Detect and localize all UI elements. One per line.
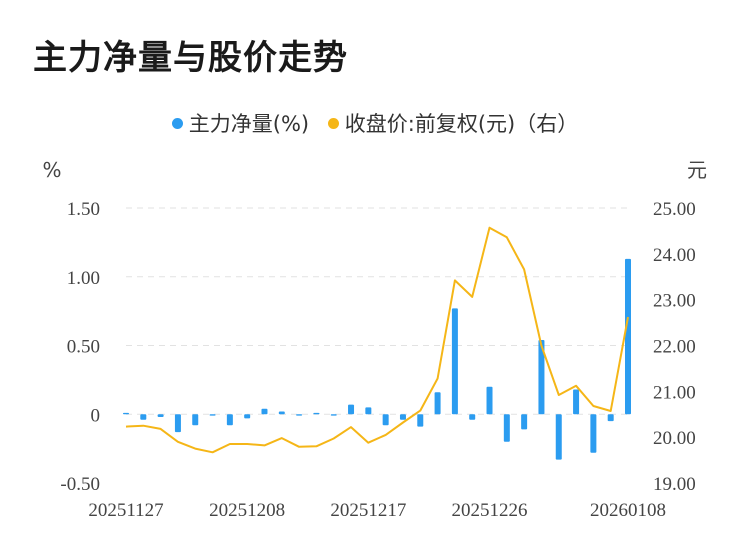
right-axis-unit: 元 (687, 158, 707, 182)
net-volume-bar (469, 414, 476, 420)
net-volume-bar (625, 258, 631, 415)
legend: 主力净量(%) 收盘价:前复权(元)（右） (0, 108, 750, 138)
legend-item-close-price[interactable]: 收盘价:前复权(元)（右） (327, 108, 579, 138)
net-volume-bar (244, 414, 251, 419)
net-volume-bar (330, 414, 337, 416)
left-axis-unit: % (42, 158, 61, 182)
net-volume-bar (140, 414, 147, 420)
net-volume-bar (123, 412, 129, 415)
x-tick-label: 20251226 (452, 500, 528, 521)
right-tick-label: 22.00 (653, 337, 696, 358)
net-volume-bar (538, 340, 545, 415)
left-tick-label: 0.50 (67, 337, 100, 358)
legend-dot-net-volume (171, 117, 183, 129)
net-volume-bar (503, 414, 510, 442)
net-volume-bar (226, 414, 233, 426)
right-tick-label: 24.00 (653, 245, 696, 266)
right-tick-label: 21.00 (653, 382, 696, 403)
net-volume-bar (417, 414, 424, 427)
legend-item-net-volume[interactable]: 主力净量(%) (171, 108, 310, 138)
left-axis: 1.50 1.00 0.50 0 -0.50 (60, 199, 100, 495)
left-tick-label: -0.50 (60, 474, 100, 495)
net-volume-bar (555, 414, 562, 460)
gridlines (126, 207, 628, 415)
close-price-line-group (125, 226, 629, 454)
legend-label-net-volume: 主力净量(%) (188, 112, 310, 136)
left-tick-label: 1.00 (67, 268, 100, 289)
x-tick-label: 20251217 (330, 500, 406, 521)
net-volume-bar (261, 408, 268, 415)
legend-dot-close-price (327, 117, 339, 129)
left-tick-label: 1.50 (67, 199, 100, 220)
right-tick-label: 19.00 (653, 474, 696, 495)
net-volume-bar (192, 414, 199, 426)
net-volume-bar (209, 414, 216, 416)
net-volume-bar (382, 414, 389, 426)
right-tick-label: 20.00 (653, 428, 696, 449)
left-tick-label: 0 (91, 405, 101, 426)
net-volume-bar (573, 389, 580, 415)
net-volume-bar (607, 414, 614, 422)
net-volume-bar (278, 411, 285, 415)
net-volume-bar (313, 412, 320, 415)
net-volume-bar (296, 414, 303, 416)
right-axis: 25.00 24.00 23.00 22.00 21.00 20.00 19.00 (653, 199, 696, 495)
right-tick-label: 25.00 (653, 199, 696, 220)
right-tick-label: 23.00 (653, 291, 696, 312)
net-volume-bar (486, 386, 493, 415)
x-tick-label: 20260108 (590, 500, 666, 521)
chart-title: 主力净量与股价走势 (33, 38, 348, 78)
x-tick-label: 20251127 (88, 500, 163, 521)
net-volume-bar (348, 404, 355, 415)
net-volume-bar (434, 392, 441, 415)
net-volume-bar (521, 414, 528, 430)
net-volume-bar (365, 407, 372, 415)
net-volume-bars (123, 258, 631, 460)
x-axis: 20251127 20251208 20251217 20251226 20260108 (88, 500, 666, 521)
net-volume-bar (590, 414, 597, 453)
net-volume-bar (451, 308, 458, 415)
close-price-line (125, 226, 629, 454)
net-volume-bar (174, 414, 181, 433)
legend-label-close-price: 收盘价:前复权(元)（右） (344, 112, 579, 136)
net-volume-bar (399, 414, 406, 420)
x-tick-label: 20251208 (209, 500, 285, 521)
net-volume-bar (157, 414, 164, 417)
